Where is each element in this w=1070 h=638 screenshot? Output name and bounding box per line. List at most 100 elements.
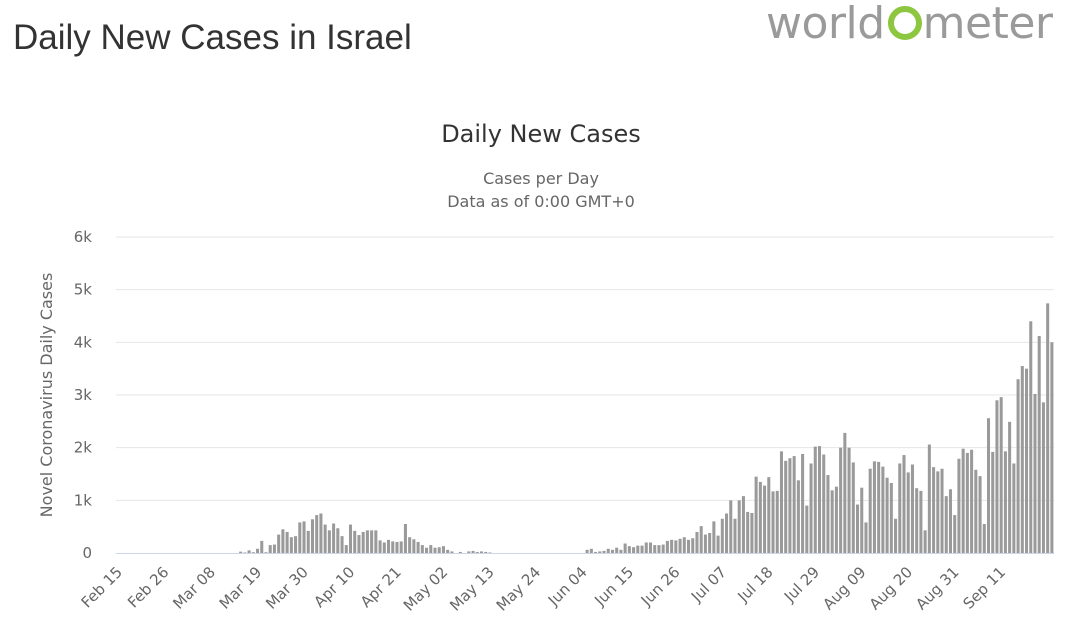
bar[interactable] <box>475 551 479 553</box>
bar[interactable] <box>1046 303 1050 553</box>
bar[interactable] <box>1012 463 1016 553</box>
bar[interactable] <box>894 518 898 553</box>
bar[interactable] <box>619 549 623 553</box>
bar[interactable] <box>961 448 965 553</box>
bar[interactable] <box>970 449 974 553</box>
bar[interactable] <box>395 541 399 553</box>
bar[interactable] <box>775 490 779 553</box>
bar[interactable] <box>923 530 927 553</box>
bar[interactable] <box>239 551 243 553</box>
bar[interactable] <box>991 451 995 553</box>
bar[interactable] <box>1008 421 1012 553</box>
bar[interactable] <box>919 490 923 553</box>
bar[interactable] <box>378 540 382 553</box>
bar[interactable] <box>661 544 665 553</box>
bar[interactable] <box>488 552 492 553</box>
bar[interactable] <box>484 551 488 553</box>
bar[interactable] <box>758 481 762 553</box>
bar[interactable] <box>974 469 978 553</box>
bar[interactable] <box>805 505 809 553</box>
bar[interactable] <box>940 468 944 553</box>
bar[interactable] <box>957 458 961 553</box>
bar[interactable] <box>708 532 712 553</box>
bar[interactable] <box>1041 402 1045 553</box>
bar[interactable] <box>792 456 796 553</box>
bar[interactable] <box>632 547 636 553</box>
bar[interactable] <box>868 468 872 553</box>
bar[interactable] <box>809 463 813 553</box>
bar[interactable] <box>817 446 822 553</box>
bar[interactable] <box>306 530 310 553</box>
bar[interactable] <box>1016 379 1020 553</box>
bar[interactable] <box>725 513 729 554</box>
bar[interactable] <box>264 552 268 553</box>
bar[interactable] <box>272 544 276 553</box>
bar[interactable] <box>927 444 931 553</box>
bar[interactable] <box>467 551 471 553</box>
bar[interactable] <box>653 545 657 553</box>
bar[interactable] <box>843 432 847 553</box>
bar[interactable] <box>387 539 391 553</box>
bar[interactable] <box>585 549 589 553</box>
bar[interactable] <box>285 531 289 553</box>
bar[interactable] <box>788 458 792 553</box>
bar[interactable] <box>898 463 902 553</box>
bar[interactable] <box>353 530 357 553</box>
bar[interactable] <box>678 538 682 553</box>
bar[interactable] <box>665 540 669 553</box>
bar[interactable] <box>429 545 433 553</box>
bar[interactable] <box>877 461 881 553</box>
bar[interactable] <box>695 531 699 553</box>
bar[interactable] <box>606 548 610 553</box>
bar[interactable] <box>446 549 450 553</box>
bar[interactable] <box>416 541 420 553</box>
bar[interactable] <box>699 526 703 553</box>
bar[interactable] <box>425 547 429 553</box>
bar[interactable] <box>268 545 272 553</box>
bar[interactable] <box>403 524 407 553</box>
bar[interactable] <box>885 477 889 553</box>
bar[interactable] <box>1050 342 1054 553</box>
bar[interactable] <box>995 400 999 553</box>
bar[interactable] <box>408 537 412 553</box>
bar[interactable] <box>450 551 454 553</box>
bar[interactable] <box>737 500 741 553</box>
bar[interactable] <box>691 538 695 553</box>
bar[interactable] <box>754 476 758 553</box>
bar[interactable] <box>260 540 264 553</box>
bar[interactable] <box>902 455 906 553</box>
bar[interactable] <box>830 490 834 553</box>
bar[interactable] <box>936 471 940 553</box>
bar[interactable] <box>319 513 323 554</box>
bar[interactable] <box>294 536 298 553</box>
bar[interactable] <box>720 518 724 553</box>
worldometer-logo[interactable]: world meter <box>766 2 1053 46</box>
bar[interactable] <box>315 515 319 553</box>
bar[interactable] <box>703 534 707 553</box>
bar[interactable] <box>864 522 868 553</box>
bar[interactable] <box>712 521 716 553</box>
bar[interactable] <box>847 447 851 553</box>
bar[interactable] <box>340 536 344 553</box>
bar[interactable] <box>332 523 336 553</box>
bar[interactable] <box>602 550 606 553</box>
bar[interactable] <box>733 518 737 553</box>
bar[interactable] <box>471 550 475 553</box>
bar[interactable] <box>910 464 914 553</box>
bar[interactable] <box>361 531 365 553</box>
bar[interactable] <box>915 488 919 553</box>
bar[interactable] <box>657 545 661 553</box>
bar[interactable] <box>589 548 593 553</box>
bar[interactable] <box>729 500 733 553</box>
bar[interactable] <box>978 476 982 553</box>
bar[interactable] <box>670 539 674 553</box>
bar[interactable] <box>365 530 369 553</box>
bar[interactable] <box>256 548 260 553</box>
bar[interactable] <box>881 466 885 553</box>
bar[interactable] <box>682 537 686 553</box>
bar[interactable] <box>399 541 403 553</box>
bar[interactable] <box>344 545 348 553</box>
bar[interactable] <box>741 496 745 553</box>
bar[interactable] <box>822 454 826 553</box>
bar[interactable] <box>763 485 767 553</box>
